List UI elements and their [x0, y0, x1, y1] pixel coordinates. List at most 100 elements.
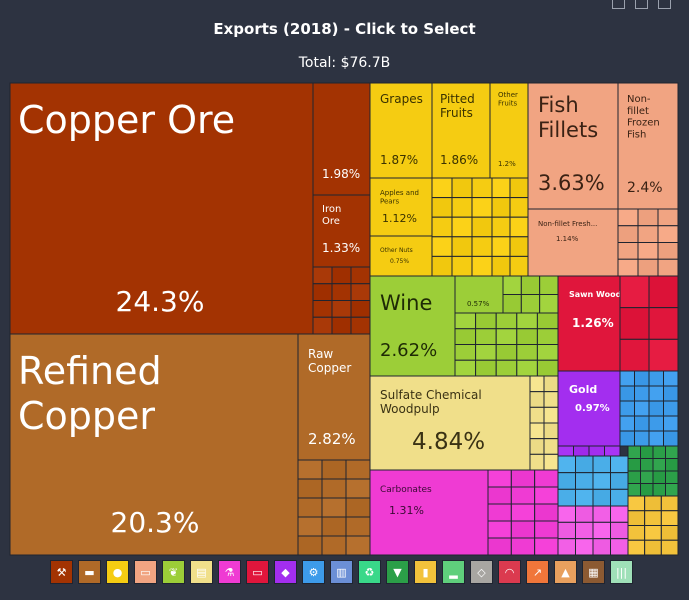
- pickaxe-icon[interactable]: ⚒: [50, 560, 73, 584]
- tile-paper-small[interactable]: [529, 391, 545, 408]
- tile-vegetable-small[interactable]: [509, 216, 529, 238]
- tile-plastics-small[interactable]: [648, 307, 679, 340]
- tile-textiles-small[interactable]: [627, 458, 641, 472]
- tile-foodstuffs-057[interactable]: [454, 275, 504, 314]
- tile-paper-small[interactable]: [529, 438, 545, 455]
- tile-paper-small[interactable]: [543, 375, 559, 393]
- tile-misc-small[interactable]: [644, 539, 662, 556]
- tile-chemicals-small[interactable]: [534, 503, 559, 522]
- tile-machines-small[interactable]: [575, 488, 594, 507]
- minimize-icon[interactable]: [635, 0, 648, 9]
- tile-foodstuffs-small[interactable]: [536, 328, 559, 345]
- anvil-icon[interactable]: ▬: [78, 560, 101, 584]
- tile-mining-small[interactable]: [312, 266, 333, 285]
- tile-foodstuffs-small[interactable]: [454, 344, 477, 361]
- tile-misc-pink[interactable]: [592, 521, 611, 540]
- recycle-icon[interactable]: ♻: [358, 560, 381, 584]
- tile-misc-small[interactable]: [644, 510, 662, 526]
- tile-vegetable-small[interactable]: [471, 177, 493, 199]
- tile-machines-small[interactable]: [592, 455, 611, 474]
- tile-foodstuffs-small[interactable]: [495, 328, 518, 345]
- tile-pitted-fruits[interactable]: [431, 82, 491, 179]
- tile-foodstuffs-small[interactable]: [475, 312, 497, 330]
- art-icon[interactable]: ▦: [582, 560, 605, 584]
- tile-machines-small[interactable]: [557, 472, 576, 490]
- tile-frozen-fish[interactable]: [617, 82, 679, 210]
- tile-textiles-small[interactable]: [665, 445, 679, 459]
- tile-misc-small[interactable]: [627, 510, 646, 526]
- tile-chemicals-small[interactable]: [534, 469, 559, 488]
- tile-foodstuffs-small[interactable]: [536, 344, 559, 361]
- tile-misc-pink[interactable]: [610, 521, 629, 540]
- tile-vegetable-small[interactable]: [471, 255, 493, 277]
- tile-vegetable-small[interactable]: [451, 255, 473, 277]
- tile-other-nuts[interactable]: [369, 235, 433, 277]
- tile-plastics-small[interactable]: [619, 307, 650, 340]
- tile-machines-small[interactable]: [634, 400, 650, 417]
- tile-chemicals-small[interactable]: [510, 469, 536, 488]
- tile-paper-small[interactable]: [529, 406, 545, 424]
- tile-misc-small[interactable]: [660, 525, 679, 541]
- tile-machines-small[interactable]: [592, 472, 611, 490]
- tile-paper-small[interactable]: [529, 375, 545, 393]
- tile-machines-small[interactable]: [610, 455, 629, 474]
- tile-foodstuffs-small[interactable]: [454, 312, 477, 330]
- tile-vegetable-small[interactable]: [431, 236, 453, 257]
- tile-misc-pink[interactable]: [557, 538, 576, 556]
- shoe-icon[interactable]: ▂: [442, 560, 465, 584]
- tile-machines-small[interactable]: [634, 370, 650, 387]
- tile-machines-small[interactable]: [663, 370, 679, 387]
- tile-chemicals-small[interactable]: [510, 520, 536, 539]
- tile-mining-small[interactable]: [312, 283, 333, 301]
- tile-vegetable-small[interactable]: [509, 197, 529, 218]
- tile-machines-small[interactable]: [648, 400, 664, 417]
- tile-chemicals-small[interactable]: [487, 486, 512, 505]
- tile-metals-small[interactable]: [345, 478, 371, 499]
- tile-vegetable-small[interactable]: [491, 197, 511, 218]
- tile-textiles-small[interactable]: [627, 483, 641, 497]
- tile-mining-small[interactable]: [312, 300, 333, 318]
- tile-vegetable-small[interactable]: [471, 197, 493, 218]
- tile-machines-small[interactable]: [634, 385, 650, 402]
- tile-mining-small[interactable]: [331, 266, 352, 285]
- tile-paper-small[interactable]: [529, 422, 545, 440]
- tile-metals-small[interactable]: [321, 516, 347, 537]
- tile-paper-small[interactable]: [543, 438, 559, 455]
- tile-chemicals-small[interactable]: [510, 503, 536, 522]
- tile-other-fruits[interactable]: [489, 82, 529, 179]
- tile-misc-pink[interactable]: [557, 521, 576, 540]
- tile-metals-small[interactable]: [345, 535, 371, 556]
- tile-textiles-small[interactable]: [640, 470, 654, 484]
- tile-chemicals-small[interactable]: [487, 469, 512, 488]
- tile-copper-ore[interactable]: [9, 82, 314, 335]
- tile-machines-small[interactable]: [592, 488, 611, 507]
- tile-machines-small[interactable]: [663, 415, 679, 432]
- tile-misc-pink[interactable]: [575, 538, 594, 556]
- tile-vegetable-small[interactable]: [509, 255, 529, 277]
- tile-plastics-small[interactable]: [619, 275, 650, 309]
- tile-chemicals-small[interactable]: [510, 486, 536, 505]
- tile-vegetable-small[interactable]: [431, 255, 453, 277]
- tile-vegetable-small[interactable]: [451, 236, 473, 257]
- gem-icon[interactable]: ◆: [274, 560, 297, 584]
- tile-machines-small[interactable]: [663, 400, 679, 417]
- tile-misc-small[interactable]: [627, 539, 646, 556]
- tile-vegetable-small[interactable]: [491, 255, 511, 277]
- tile-misc-small[interactable]: [627, 525, 646, 541]
- wheat-icon[interactable]: ❦: [162, 560, 185, 584]
- tile-mining-small[interactable]: [350, 266, 371, 285]
- tile-foodstuffs-small[interactable]: [520, 294, 541, 314]
- tile-mining-small[interactable]: [331, 316, 352, 335]
- tile-misc-pink[interactable]: [610, 505, 629, 523]
- tile-textiles-small[interactable]: [652, 458, 666, 472]
- tile-paper-small[interactable]: [529, 453, 545, 471]
- tile-carbonates[interactable]: [369, 469, 489, 556]
- box-icon[interactable]: ◇: [470, 560, 493, 584]
- tile-vegetable-small[interactable]: [451, 197, 473, 218]
- tile-foodstuffs-small[interactable]: [516, 359, 538, 377]
- tile-sawn-wood[interactable]: [557, 275, 621, 372]
- tile-machines-small[interactable]: [648, 385, 664, 402]
- tile-animal-small[interactable]: [637, 242, 659, 260]
- tile-misc-pink[interactable]: [575, 521, 594, 540]
- tile-animal-small[interactable]: [657, 225, 679, 243]
